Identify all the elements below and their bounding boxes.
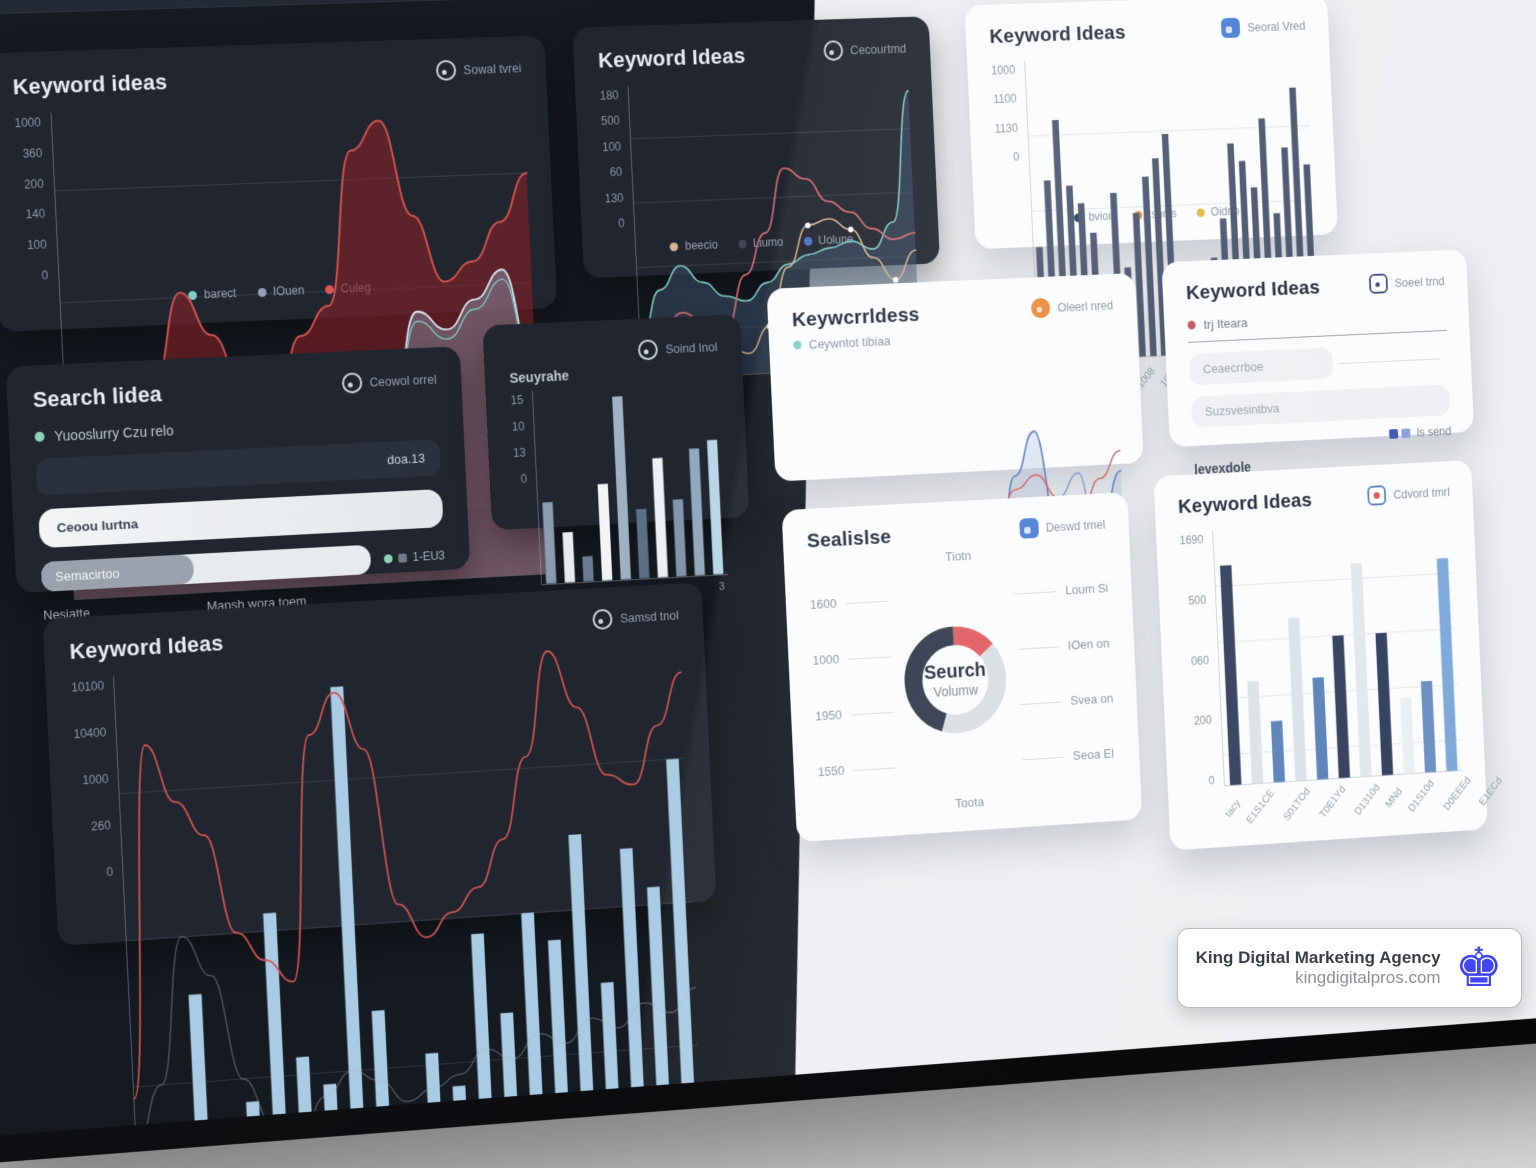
chat-bubble-icon [435, 60, 456, 81]
saved-trend-button[interactable]: Soeel trnd [1369, 271, 1445, 294]
saved-trend-button[interactable]: Oleerl nred [1031, 295, 1114, 319]
watermark-title: King Digital Marketing Agency [1196, 948, 1441, 968]
saved-trend-button[interactable]: Samsd tnol [593, 605, 679, 630]
status-dot [34, 432, 44, 442]
teal-dot-icon [793, 340, 802, 349]
saved-trend-button[interactable]: Cdvord tmrl [1367, 482, 1450, 506]
gray-square-icon [398, 553, 407, 562]
card-keyword-lines-light: Keywcrrldess Oleerl nred Ceywntot tibiaa [767, 273, 1144, 482]
keyword-input[interactable]: Ceoou lurtna [38, 489, 443, 548]
text-input[interactable]: Suzsvesintbva [1191, 384, 1451, 428]
field-value: doa.13 [387, 451, 426, 468]
circle-icon [638, 339, 659, 360]
square-outline-icon [1369, 273, 1388, 294]
card-keyword-form: Keyword Ideas Soeel trnd trj Iteara Ceae… [1161, 249, 1474, 447]
chat-bubble-icon [593, 609, 614, 630]
saved-trend-button[interactable]: Soind Inol [638, 337, 718, 361]
saved-trend-button[interactable]: Seoral Vred [1221, 16, 1306, 39]
card-title: Keyword Ideas [1178, 489, 1313, 519]
card-title: Keyword Ideas [69, 630, 224, 664]
saved-trend-button[interactable]: Sowal tvrei [435, 58, 521, 81]
mini-bar-chart [532, 382, 728, 585]
keyword-field[interactable]: doa.13 [36, 439, 441, 495]
text-input[interactable]: Ceaecrrboe [1189, 347, 1333, 385]
square-icon [1221, 18, 1241, 38]
saved-trend-button[interactable]: Ceowol orrel [341, 369, 437, 394]
circle-icon [823, 40, 843, 61]
send-icon [1389, 429, 1398, 439]
saved-trend-button[interactable]: Cecourtmd [823, 38, 907, 61]
red-dot-ring-icon [1367, 485, 1386, 506]
bar-chart [1212, 517, 1463, 786]
circle-icon [341, 372, 362, 394]
card-title: Sealislse [806, 526, 891, 554]
watermark-url: kingdigitalpros.com [1196, 968, 1441, 988]
bullet-label: trj Iteara [1203, 315, 1248, 331]
card-search-idea: Search lidea Ceowol orrel Yuooslurry Czu… [6, 346, 471, 593]
progress-legend: 1-EU3 [384, 549, 446, 566]
square-icon [1019, 518, 1039, 539]
saved-trend-button[interactable]: Deswd trnel [1019, 514, 1106, 539]
card-title: Search lidea [32, 381, 162, 413]
combo-chart [113, 644, 707, 1140]
send-icon [1402, 428, 1411, 438]
king-logo-icon: ♚ [1455, 941, 1503, 995]
divider [1188, 330, 1446, 343]
donut-chart [886, 560, 1024, 800]
orange-circle-icon [1031, 298, 1051, 319]
card-title: Keyword Ideas [598, 43, 746, 73]
subtitle: Yuooslurry Czu relo [54, 422, 174, 444]
card-title: Keyword Ideas [1186, 276, 1321, 305]
card-title: Keywcrrldess [792, 303, 921, 332]
agency-watermark: King Digital Marketing Agency kingdigita… [1177, 928, 1522, 1008]
teal-dot-icon [384, 554, 393, 563]
card-title: Keyword ideas [12, 69, 168, 100]
red-dot-icon [1187, 321, 1195, 330]
card-title: Keyword Ideas [989, 21, 1126, 48]
